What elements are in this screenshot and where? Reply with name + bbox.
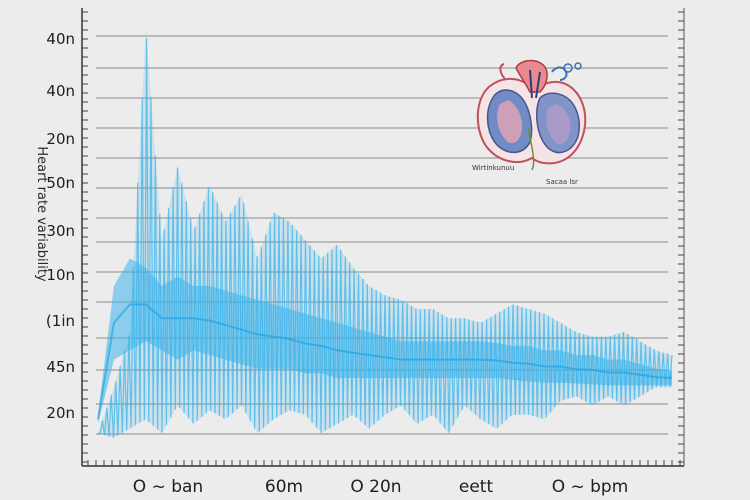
x-tick-label: eett xyxy=(459,477,494,497)
y-tick-label: 40n xyxy=(46,82,75,100)
series-trace xyxy=(97,38,673,438)
y-axis-title: Heart rate variability xyxy=(34,146,49,282)
illustration-caption-right: Sacaa lsr xyxy=(546,178,578,186)
series-band xyxy=(98,258,672,424)
y-tick-label: 20n xyxy=(46,130,75,148)
area-series xyxy=(97,28,673,438)
y-tick-label: 45n xyxy=(46,358,75,376)
series-line xyxy=(97,303,673,420)
heart-anatomy-icon: Wirtinkunuu Sacaa lsr xyxy=(472,59,587,186)
y-tick-label: 30n xyxy=(46,222,75,240)
x-tick-labels: O ~ ban 60m O 20n eett O ~ bpm xyxy=(133,477,629,497)
y-tick-labels: 40n 40n 20n 50n 30n 10n (1in 45n 20n xyxy=(46,30,75,422)
y-tick-label: 40n xyxy=(46,30,75,48)
x-tick-label: 60m xyxy=(265,477,303,497)
axes xyxy=(81,8,685,467)
x-tick-label: O 20n xyxy=(350,477,401,497)
x-tick-label: O ~ bpm xyxy=(552,477,629,497)
y-tick-label: 10n xyxy=(46,266,75,284)
illustration-caption-left: Wirtinkunuu xyxy=(472,164,514,172)
y-tick-label: 50n xyxy=(46,174,75,192)
y-tick-label: (1in xyxy=(46,312,75,330)
x-tick-label: O ~ ban xyxy=(133,477,203,497)
y-tick-label: 20n xyxy=(46,404,75,422)
